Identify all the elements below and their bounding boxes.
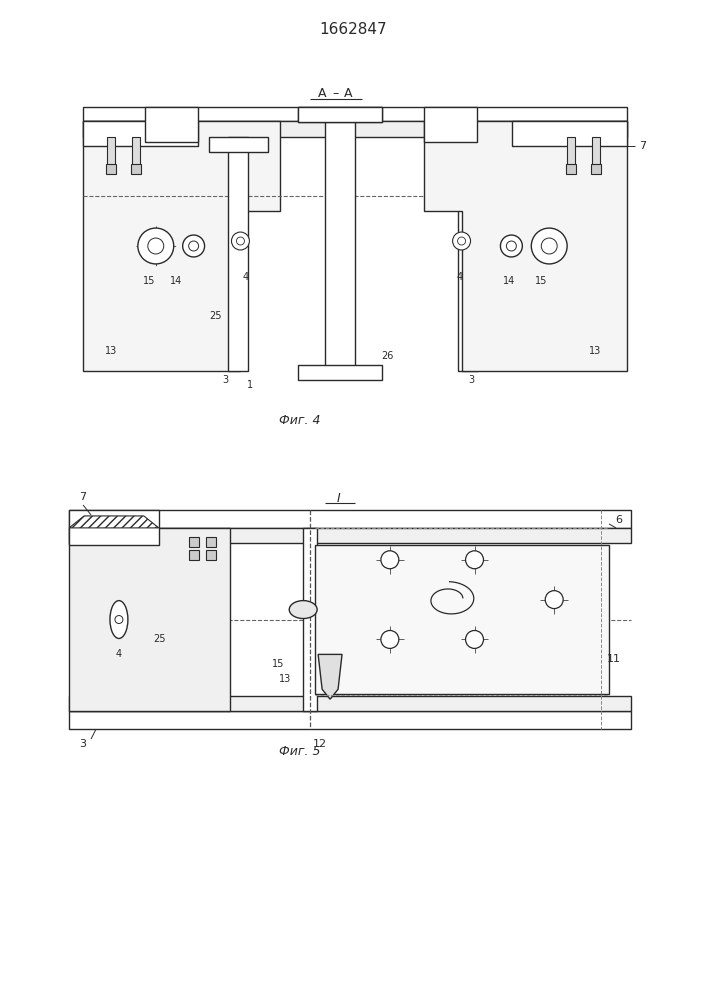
Bar: [132, 137, 140, 167]
Text: Фиг. 5: Фиг. 5: [279, 745, 321, 758]
Circle shape: [236, 237, 245, 245]
Text: 1662847: 1662847: [319, 22, 387, 37]
Bar: [513, 121, 627, 146]
Circle shape: [381, 551, 399, 569]
Bar: [83, 107, 627, 121]
Text: 11: 11: [607, 654, 621, 664]
Bar: [189, 537, 199, 547]
Text: 3: 3: [80, 739, 86, 749]
Bar: [315, 545, 609, 694]
Bar: [438, 137, 498, 152]
Text: I: I: [337, 492, 340, 505]
Ellipse shape: [289, 601, 317, 619]
Bar: [423, 107, 477, 142]
Text: 4: 4: [457, 272, 462, 282]
Text: 7: 7: [639, 141, 646, 151]
Circle shape: [506, 241, 516, 251]
Bar: [145, 107, 198, 142]
Text: 15: 15: [272, 659, 284, 669]
Bar: [298, 107, 382, 122]
Circle shape: [545, 591, 563, 609]
Bar: [83, 121, 198, 146]
Text: 13: 13: [589, 346, 601, 356]
Text: –: –: [332, 87, 338, 100]
Bar: [69, 510, 631, 528]
Text: 26: 26: [382, 351, 394, 361]
Text: 14: 14: [503, 276, 515, 286]
Bar: [325, 110, 355, 373]
Polygon shape: [83, 121, 280, 371]
Bar: [457, 137, 477, 371]
Text: 1: 1: [247, 380, 254, 390]
Bar: [303, 528, 317, 711]
Circle shape: [465, 630, 484, 648]
Text: 3: 3: [469, 375, 474, 385]
Circle shape: [542, 238, 557, 254]
Bar: [298, 107, 382, 122]
Bar: [298, 365, 382, 380]
Text: 6: 6: [616, 515, 622, 525]
Text: 14: 14: [170, 276, 182, 286]
Circle shape: [182, 235, 204, 257]
Circle shape: [381, 630, 399, 648]
Circle shape: [465, 551, 484, 569]
Bar: [567, 137, 575, 167]
Text: 15: 15: [535, 276, 547, 286]
Bar: [106, 164, 116, 174]
Circle shape: [501, 235, 522, 257]
Bar: [228, 137, 248, 371]
Bar: [423, 107, 477, 142]
Text: 12: 12: [313, 739, 327, 749]
Circle shape: [457, 237, 465, 245]
Circle shape: [138, 228, 174, 264]
Bar: [69, 711, 631, 729]
Bar: [69, 528, 230, 711]
Bar: [206, 537, 216, 547]
Bar: [107, 137, 115, 167]
Circle shape: [189, 241, 199, 251]
Polygon shape: [318, 654, 342, 699]
Text: 4: 4: [116, 649, 122, 659]
Circle shape: [231, 232, 250, 250]
Polygon shape: [423, 121, 627, 371]
Bar: [457, 137, 477, 371]
Text: 7: 7: [79, 492, 86, 502]
Bar: [83, 121, 627, 137]
Bar: [209, 137, 269, 152]
Circle shape: [148, 238, 164, 254]
Bar: [591, 164, 601, 174]
Bar: [69, 510, 631, 528]
Bar: [325, 110, 355, 373]
Text: А: А: [318, 87, 327, 100]
Bar: [69, 528, 631, 543]
Bar: [83, 107, 627, 121]
Circle shape: [452, 232, 471, 250]
Bar: [298, 107, 382, 122]
Bar: [69, 696, 631, 711]
Ellipse shape: [110, 601, 128, 638]
Text: 3: 3: [223, 375, 228, 385]
Text: 13: 13: [105, 346, 117, 356]
Bar: [592, 137, 600, 167]
Text: 25: 25: [209, 311, 222, 321]
Bar: [83, 121, 198, 146]
Bar: [69, 510, 159, 545]
Bar: [566, 164, 576, 174]
Bar: [69, 510, 159, 545]
Bar: [189, 550, 199, 560]
Bar: [228, 137, 248, 371]
Bar: [513, 121, 627, 146]
Circle shape: [531, 228, 567, 264]
Text: 4: 4: [243, 272, 248, 282]
Text: 15: 15: [143, 276, 155, 286]
Text: 25: 25: [153, 634, 165, 644]
Bar: [69, 711, 631, 729]
Bar: [206, 550, 216, 560]
Text: А: А: [344, 87, 352, 100]
Bar: [131, 164, 141, 174]
Text: Фиг. 4: Фиг. 4: [279, 414, 321, 427]
Bar: [145, 107, 198, 142]
Text: 13: 13: [279, 674, 291, 684]
